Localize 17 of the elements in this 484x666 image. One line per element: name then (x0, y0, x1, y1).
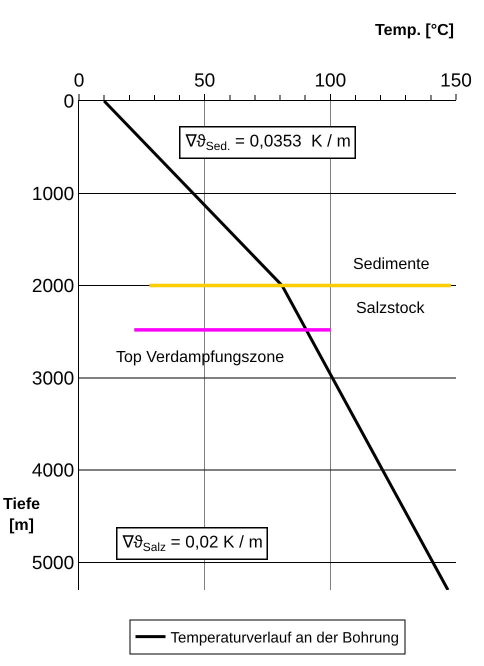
y-axis-title: Tiefe [m] (3, 496, 40, 534)
x-tick-label: 50 (194, 70, 216, 92)
y-tick-label: 3000 (32, 368, 74, 390)
x-tick-label: 150 (440, 70, 472, 92)
y-tick-label: 4000 (32, 460, 74, 482)
legend-label: Temperaturverlauf an der Bohrung (170, 629, 399, 646)
y-tick-label: 1000 (32, 184, 74, 205)
annotation: ∇ϑ$_{Salz}$ = 0,02 K / m (122, 532, 263, 554)
y-tick-label: 0 (64, 92, 74, 113)
annotation: Top Verdampfungszone (116, 349, 284, 366)
x-tick-label: 100 (314, 70, 346, 92)
annotation: Salzstock (356, 300, 426, 317)
y-tick-label: 5000 (32, 552, 74, 574)
x-axis-title: Temp. [°C] (375, 22, 454, 39)
annotation: ∇ϑ$_{Sed.}$ = 0,0353 K / m (184, 132, 351, 154)
annotation: Sedimente (353, 256, 430, 273)
y-tick-label: 2000 (32, 276, 74, 298)
